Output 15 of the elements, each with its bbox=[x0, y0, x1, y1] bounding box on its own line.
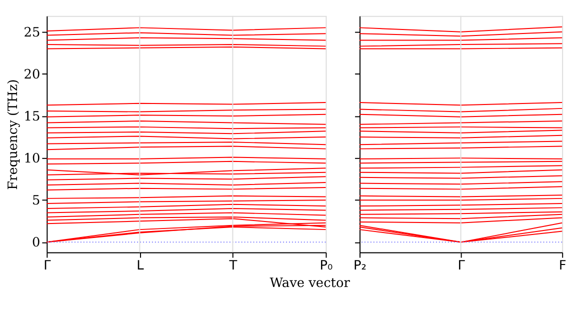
x-tick-label: Γ bbox=[44, 258, 52, 274]
y-axis-title: Frequency (THz) bbox=[6, 79, 21, 190]
x-tick-label: T bbox=[228, 258, 238, 274]
y-tick-label: 10 bbox=[24, 152, 40, 167]
y-tick-label: 15 bbox=[24, 109, 40, 124]
x-tick-label: Γ bbox=[458, 258, 466, 274]
y-tick-label: 0 bbox=[32, 236, 40, 251]
x-tick-label: P₂ bbox=[354, 258, 366, 274]
x-axis-title: Wave vector bbox=[270, 276, 351, 292]
x-tick-label: P₀ bbox=[320, 258, 333, 274]
x-tick-label: L bbox=[136, 258, 145, 274]
x-tick-label: F bbox=[558, 258, 566, 274]
y-tick-label: 5 bbox=[32, 194, 40, 209]
y-tick-label: 20 bbox=[24, 67, 40, 82]
y-tick-label: 25 bbox=[24, 25, 40, 40]
